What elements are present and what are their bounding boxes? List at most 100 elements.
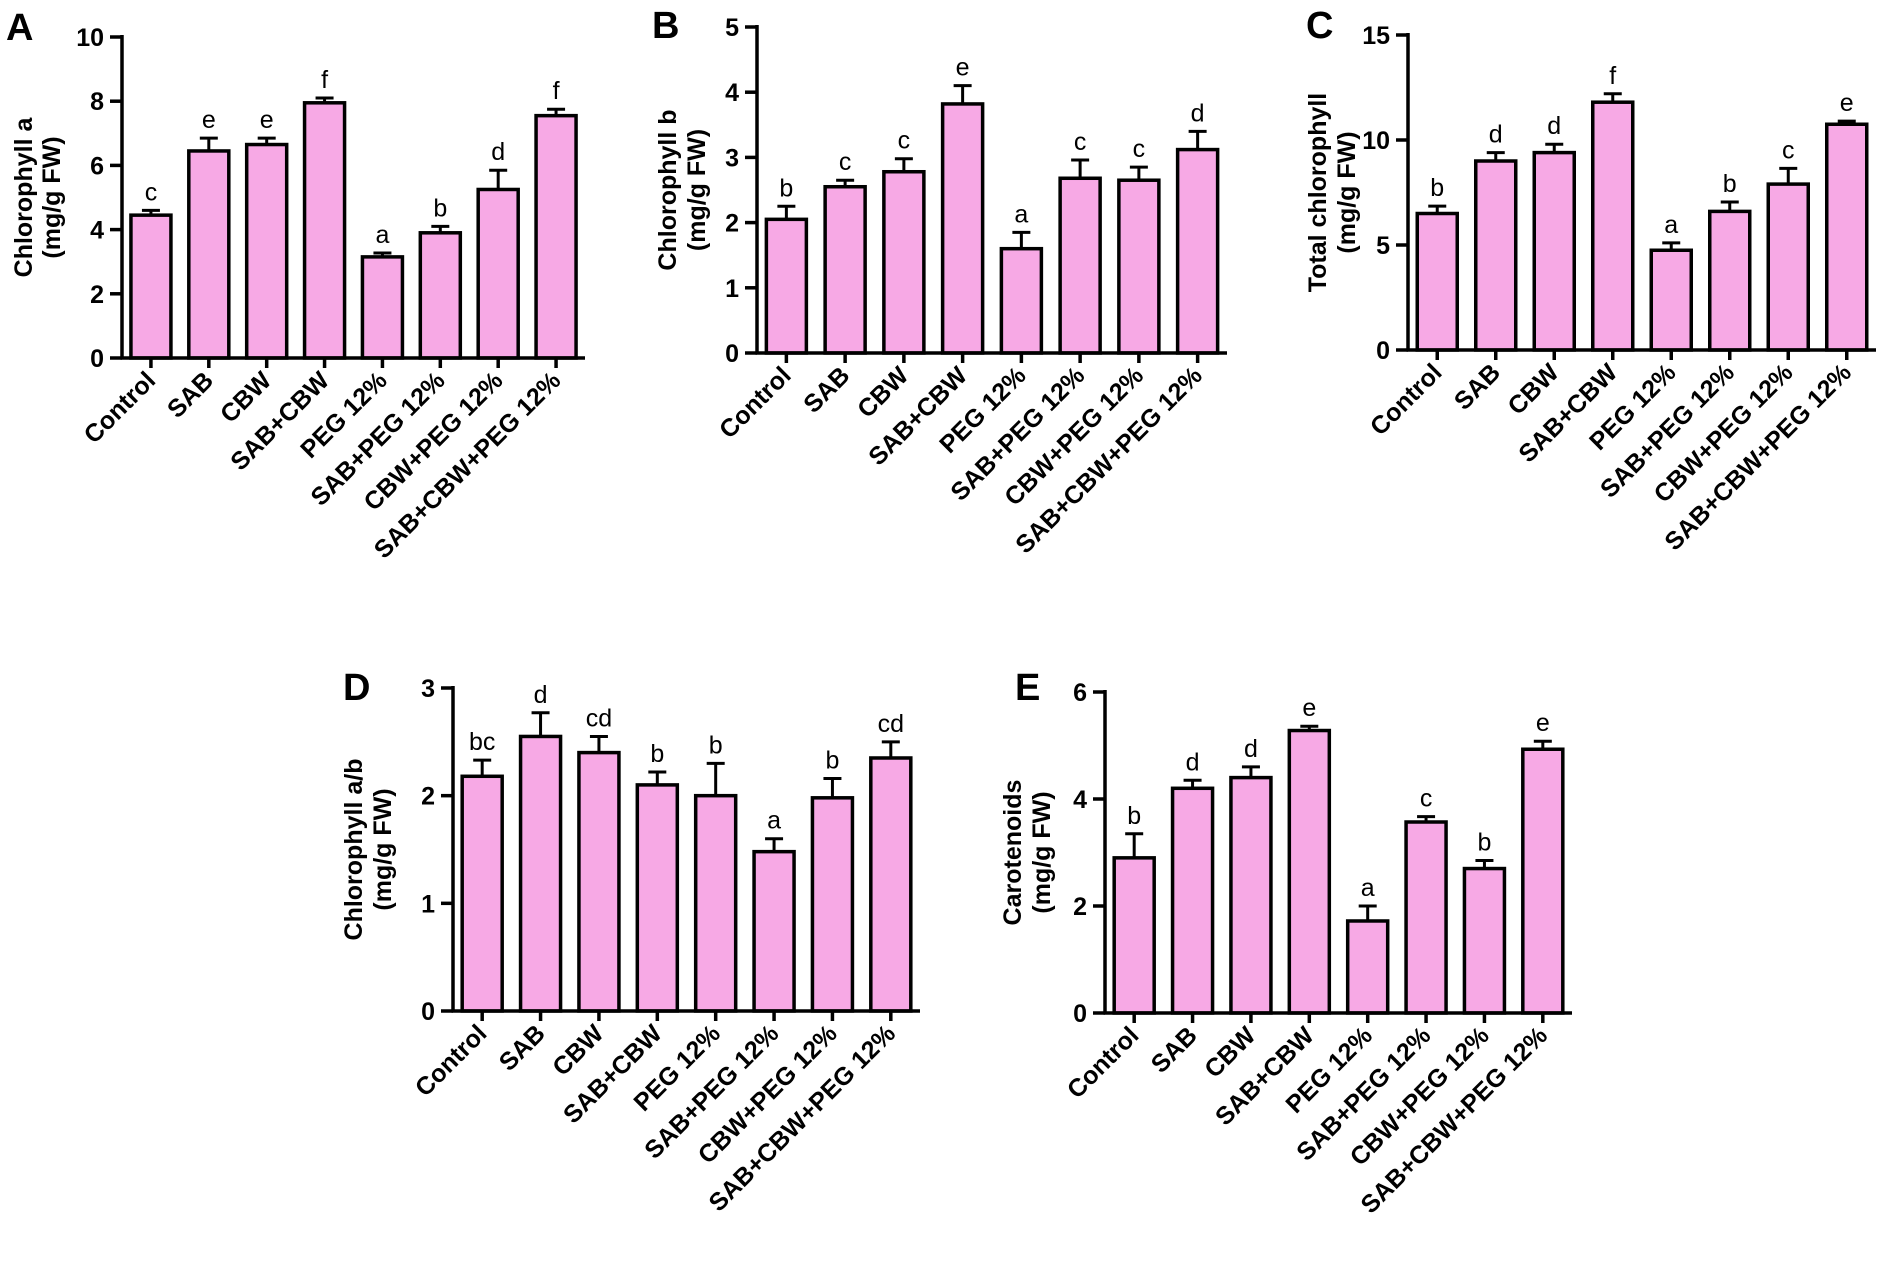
bar-a-6 bbox=[478, 189, 518, 358]
bar-a-4 bbox=[362, 257, 402, 358]
figure-canvas: AChlorophyll a (mg/g FW) cControleSABeCBWf… bbox=[0, 0, 1902, 1274]
y-tick-label-a-1: 2 bbox=[90, 281, 104, 309]
panel-letter-b: B bbox=[652, 5, 679, 47]
bar-d-3 bbox=[637, 785, 677, 1011]
bar-b-6 bbox=[1119, 180, 1159, 353]
y-tick-label-d-0: 0 bbox=[421, 998, 435, 1026]
significance-letter-c-6: c bbox=[1782, 136, 1795, 164]
significance-letter-c-1: d bbox=[1489, 121, 1503, 149]
category-label-c-1: SAB bbox=[1449, 358, 1506, 415]
bar-d-5 bbox=[754, 852, 794, 1011]
y-tick-label-e-1: 2 bbox=[1073, 893, 1087, 921]
category-label-d-0: Control bbox=[410, 1019, 493, 1102]
y-tick-label-b-5: 5 bbox=[725, 14, 739, 42]
bar-b-5 bbox=[1060, 178, 1100, 353]
bar-d-6 bbox=[812, 798, 852, 1011]
significance-letter-a-5: b bbox=[433, 194, 447, 222]
significance-letter-e-6: b bbox=[1477, 829, 1491, 857]
bar-b-4 bbox=[1001, 249, 1041, 353]
significance-letter-d-4: b bbox=[709, 731, 723, 759]
bar-d-4 bbox=[696, 796, 736, 1011]
significance-letter-e-1: d bbox=[1186, 748, 1200, 776]
bar-b-0 bbox=[766, 219, 806, 353]
y-tick-label-b-2: 2 bbox=[725, 210, 739, 238]
bar-e-1 bbox=[1173, 788, 1213, 1013]
significance-letter-d-7: cd bbox=[878, 710, 904, 738]
y-tick-label-d-2: 2 bbox=[421, 783, 435, 811]
significance-letter-d-1: d bbox=[534, 681, 548, 709]
significance-letter-b-2: c bbox=[898, 127, 911, 155]
y-axis-label-c-line2: (mg/g FW) bbox=[1333, 131, 1361, 253]
bar-a-0 bbox=[131, 215, 171, 358]
significance-letter-a-7: f bbox=[553, 77, 560, 105]
significance-letter-e-0: b bbox=[1127, 802, 1141, 830]
y-tick-label-a-3: 6 bbox=[90, 152, 104, 180]
y-axis-label-b-line1: Chlorophyll b bbox=[654, 109, 682, 270]
bar-e-5 bbox=[1406, 822, 1446, 1013]
bar-c-5 bbox=[1710, 211, 1750, 350]
y-tick-label-b-4: 4 bbox=[725, 79, 739, 107]
significance-letter-e-5: c bbox=[1420, 785, 1433, 813]
significance-letter-b-1: c bbox=[839, 148, 852, 176]
bar-c-0 bbox=[1417, 214, 1457, 351]
significance-letter-b-7: d bbox=[1191, 99, 1205, 127]
significance-letter-b-0: b bbox=[779, 174, 793, 202]
y-tick-label-a-4: 8 bbox=[90, 88, 104, 116]
significance-letter-c-2: d bbox=[1547, 112, 1561, 140]
bar-c-3 bbox=[1593, 102, 1633, 350]
bar-c-2 bbox=[1534, 153, 1574, 350]
significance-letter-d-5: a bbox=[767, 807, 781, 835]
y-tick-label-d-1: 1 bbox=[421, 890, 435, 918]
y-tick-label-e-3: 6 bbox=[1073, 679, 1087, 707]
category-label-e-0: Control bbox=[1062, 1021, 1145, 1104]
category-label-b-0: Control bbox=[714, 361, 797, 444]
y-tick-label-d-3: 3 bbox=[421, 675, 435, 703]
panel-d: D Chlorophyll a/b (mg/g FW) bc Control d SAB cd… bbox=[340, 667, 920, 1217]
significance-letter-b-5: c bbox=[1074, 128, 1087, 156]
y-axis-label-d-line2: (mg/g FW) bbox=[369, 788, 397, 910]
y-tick-label-e-2: 4 bbox=[1073, 786, 1087, 814]
bar-b-1 bbox=[825, 187, 865, 353]
significance-letter-a-6: d bbox=[491, 138, 505, 166]
bar-d-0 bbox=[462, 776, 502, 1011]
y-tick-label-b-1: 1 bbox=[725, 275, 739, 303]
panel-c: C Total chlorophyll (mg/g FW) b Control d SAB d… bbox=[1304, 5, 1876, 556]
y-tick-label-b-0: 0 bbox=[725, 340, 739, 368]
bar-d-7 bbox=[871, 758, 911, 1011]
bar-e-4 bbox=[1348, 921, 1388, 1013]
y-tick-label-c-2: 10 bbox=[1362, 127, 1390, 155]
significance-letter-e-7: e bbox=[1536, 709, 1550, 737]
significance-letter-d-2: cd bbox=[586, 704, 612, 732]
category-label-c-0: Control bbox=[1365, 358, 1448, 441]
significance-letter-e-3: e bbox=[1302, 694, 1316, 722]
y-axis-label-a-line2: (mg/g FW) bbox=[38, 136, 66, 258]
bar-a-2 bbox=[247, 145, 287, 358]
category-label-e-1: SAB bbox=[1146, 1021, 1203, 1078]
significance-letter-c-5: b bbox=[1723, 170, 1737, 198]
y-tick-label-e-0: 0 bbox=[1073, 1000, 1087, 1028]
significance-letter-a-0: c bbox=[145, 178, 158, 206]
panel-letter-c: C bbox=[1306, 5, 1333, 47]
bar-a-3 bbox=[305, 103, 345, 358]
significance-letter-a-1: e bbox=[202, 106, 216, 134]
y-axis-label-a-line1: Chlorophyll a bbox=[10, 117, 38, 278]
y-axis-label-b-line2: (mg/g FW) bbox=[683, 129, 711, 251]
bar-c-4 bbox=[1651, 250, 1691, 350]
y-axis-label-c-line1: Total chlorophyll bbox=[1304, 93, 1332, 293]
y-tick-label-c-3: 15 bbox=[1362, 22, 1390, 50]
bar-d-2 bbox=[579, 753, 619, 1011]
significance-letter-b-6: c bbox=[1133, 135, 1146, 163]
bar-e-0 bbox=[1114, 858, 1154, 1013]
y-axis-label-e-line1: Carotenoids bbox=[999, 780, 1027, 926]
bar-a-5 bbox=[420, 233, 460, 358]
bar-b-3 bbox=[943, 104, 983, 353]
panel-letter-a: A bbox=[6, 7, 33, 49]
category-label-d-1: SAB bbox=[494, 1019, 551, 1076]
significance-letter-b-4: a bbox=[1014, 200, 1028, 228]
significance-letter-e-4: a bbox=[1361, 874, 1375, 902]
significance-letter-b-3: e bbox=[956, 54, 970, 82]
category-label-a-1: SAB bbox=[162, 366, 219, 423]
bar-a-1 bbox=[189, 151, 229, 358]
